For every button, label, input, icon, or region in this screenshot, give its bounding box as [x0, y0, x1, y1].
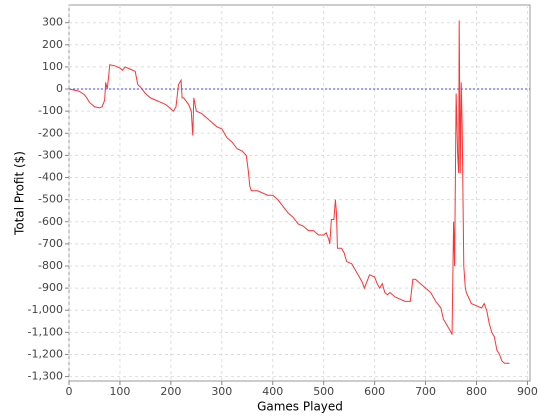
x-tick-label: 0 [66, 385, 73, 398]
x-tick-label: 600 [364, 385, 385, 398]
y-tick-label: 300 [42, 16, 63, 29]
y-tick-label: -500 [38, 193, 63, 206]
plot-area [68, 4, 531, 382]
x-tick-label: 500 [313, 385, 334, 398]
y-tick-label: -300 [38, 148, 63, 161]
x-tick-label: 700 [415, 385, 436, 398]
y-tick-label: -800 [38, 259, 63, 272]
y-tick-label: -700 [38, 237, 63, 250]
y-tick-label: 200 [42, 38, 63, 51]
x-tick-label: 100 [109, 385, 130, 398]
y-tick-label: 0 [56, 82, 63, 95]
y-tick-label: -600 [38, 215, 63, 228]
y-tick-label: -100 [38, 104, 63, 117]
line-series [68, 20, 510, 364]
x-tick-label: 900 [517, 385, 538, 398]
x-tick-label: 200 [160, 385, 181, 398]
y-tick-label: -1,100 [28, 325, 63, 338]
x-tick-label: 300 [211, 385, 232, 398]
x-tick-label: 800 [466, 385, 487, 398]
y-tick-label: -1,300 [28, 370, 63, 383]
y-tick-label: -400 [38, 171, 63, 184]
y-tick-label: -900 [38, 281, 63, 294]
y-tick-label: -200 [38, 126, 63, 139]
x-tick-label: 400 [262, 385, 283, 398]
x-axis-title: Games Played [257, 400, 343, 414]
y-tick-label: 100 [42, 60, 63, 73]
y-axis-title: Total Profit ($) [13, 151, 27, 236]
y-tick-label: -1,000 [28, 303, 63, 316]
y-tick-label: -1,200 [28, 347, 63, 360]
